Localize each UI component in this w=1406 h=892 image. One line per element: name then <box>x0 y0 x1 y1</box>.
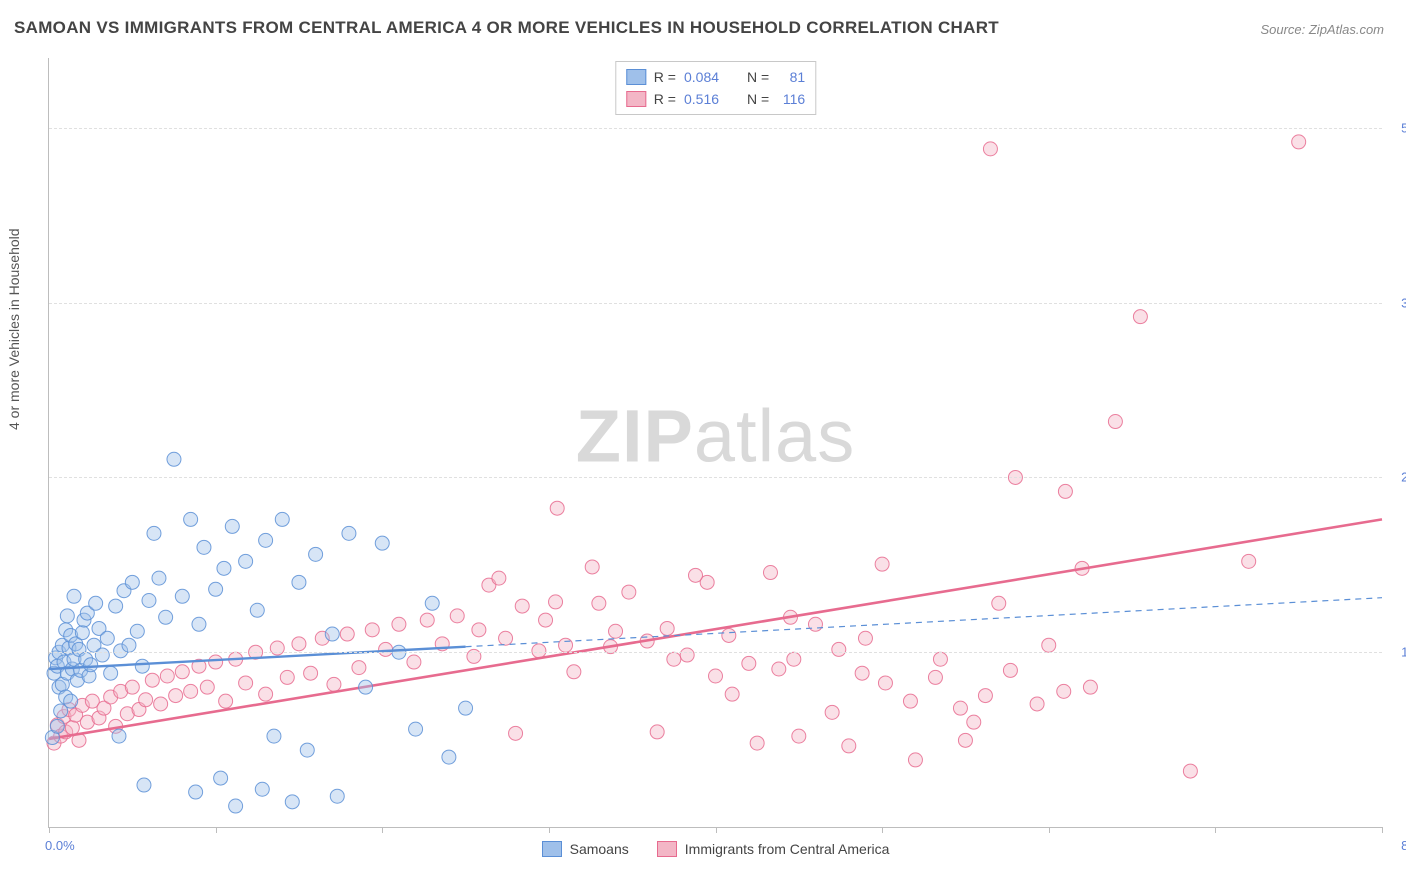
x-tick <box>549 827 550 833</box>
chart-plot-area: ZIPatlas R = 0.084 N = 81 R = 0.516 N = … <box>48 58 1382 828</box>
x-tick <box>216 827 217 833</box>
x-tick <box>716 827 717 833</box>
y-axis-label: 4 or more Vehicles in Household <box>6 228 22 430</box>
x-tick <box>382 827 383 833</box>
x-tick <box>882 827 883 833</box>
x-axis-max-label: 80.0% <box>1401 838 1406 853</box>
y-tick-label: 50.0% <box>1401 120 1406 135</box>
legend-series-b: Immigrants from Central America <box>657 841 890 857</box>
chart-title: SAMOAN VS IMMIGRANTS FROM CENTRAL AMERIC… <box>14 18 999 38</box>
y-tick-label: 37.5% <box>1401 295 1406 310</box>
source-credit: Source: ZipAtlas.com <box>1260 22 1384 37</box>
gridline <box>49 303 1382 304</box>
legend-series-a: Samoans <box>542 841 629 857</box>
gridline <box>49 652 1382 653</box>
y-tick-label: 25.0% <box>1401 470 1406 485</box>
scatter-svg <box>49 58 1382 827</box>
legend-series-box: Samoans Immigrants from Central America <box>49 841 1382 857</box>
x-tick <box>1049 827 1050 833</box>
gridline <box>49 128 1382 129</box>
x-tick <box>1382 827 1383 833</box>
legend-swatch-a <box>542 841 562 857</box>
legend-label-b: Immigrants from Central America <box>685 841 890 857</box>
legend-swatch-b <box>657 841 677 857</box>
gridline <box>49 477 1382 478</box>
legend-label-a: Samoans <box>570 841 629 857</box>
x-tick <box>1215 827 1216 833</box>
y-tick-label: 12.5% <box>1401 645 1406 660</box>
x-tick <box>49 827 50 833</box>
